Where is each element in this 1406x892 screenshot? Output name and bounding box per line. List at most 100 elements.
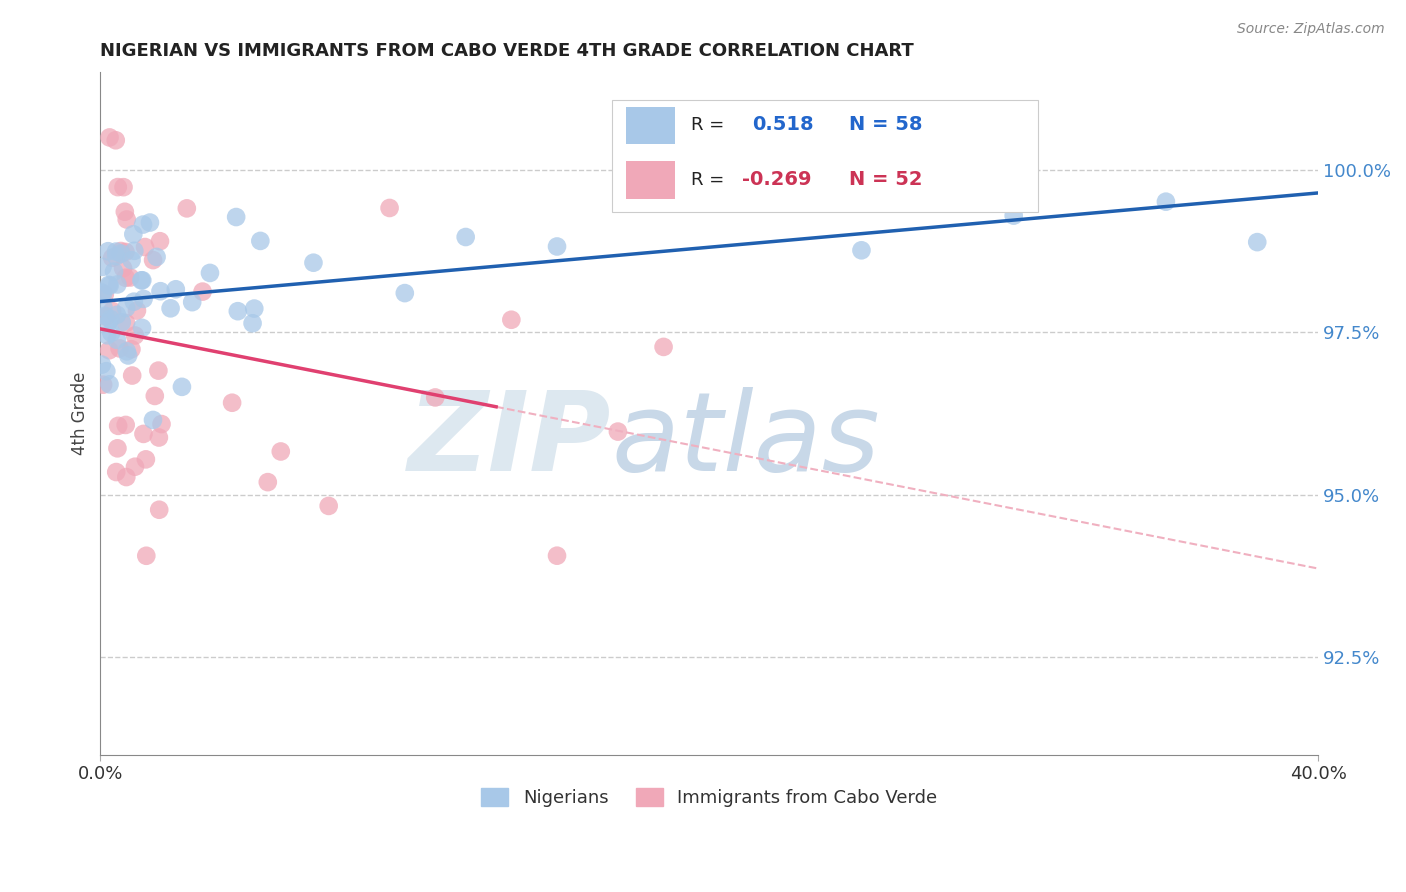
Text: Source: ZipAtlas.com: Source: ZipAtlas.com xyxy=(1237,22,1385,37)
Point xyxy=(159,301,181,316)
Point xyxy=(191,285,214,299)
Point xyxy=(501,312,523,326)
Point xyxy=(107,418,129,433)
Point xyxy=(105,465,128,479)
Text: R =: R = xyxy=(690,116,724,134)
Point xyxy=(112,180,135,194)
Point xyxy=(101,251,124,265)
Point xyxy=(115,470,138,484)
Point xyxy=(149,234,172,248)
Point xyxy=(98,278,121,293)
Point xyxy=(98,377,121,392)
Point xyxy=(142,413,165,427)
Point xyxy=(142,253,165,268)
Point xyxy=(242,316,264,330)
Point xyxy=(115,316,138,330)
Point xyxy=(176,202,198,216)
Point xyxy=(270,444,292,458)
Point xyxy=(135,549,157,563)
Point xyxy=(110,246,132,260)
Point xyxy=(198,266,221,280)
Point xyxy=(117,348,139,362)
Point xyxy=(114,204,136,219)
Point xyxy=(131,321,153,335)
Point xyxy=(302,256,325,270)
Point xyxy=(148,502,170,516)
Text: N = 58: N = 58 xyxy=(849,115,922,135)
Point xyxy=(124,459,146,474)
Point xyxy=(101,304,124,318)
Point xyxy=(90,358,112,372)
FancyBboxPatch shape xyxy=(627,106,675,145)
Point xyxy=(134,240,156,254)
Point xyxy=(221,396,243,410)
Point xyxy=(97,316,120,330)
Point xyxy=(170,380,193,394)
Point xyxy=(546,239,568,253)
Point xyxy=(110,244,132,258)
Point xyxy=(94,287,117,301)
Point xyxy=(111,315,134,329)
Point xyxy=(851,244,873,258)
Point xyxy=(105,333,128,347)
Point xyxy=(256,475,278,489)
Point xyxy=(546,549,568,563)
Point xyxy=(165,282,187,296)
Point xyxy=(91,286,114,301)
Point xyxy=(97,244,120,259)
Text: ZIP: ZIP xyxy=(408,387,612,494)
Point xyxy=(249,234,271,248)
Point xyxy=(181,295,204,310)
Legend: Nigerians, Immigrants from Cabo Verde: Nigerians, Immigrants from Cabo Verde xyxy=(474,780,945,814)
Point xyxy=(1002,209,1025,223)
Point xyxy=(243,301,266,316)
Point xyxy=(318,499,340,513)
Point xyxy=(103,264,125,278)
Point xyxy=(100,326,122,340)
Point xyxy=(1246,235,1268,249)
Point xyxy=(122,227,145,242)
Text: 0.518: 0.518 xyxy=(752,115,814,135)
Point xyxy=(425,391,447,405)
Point xyxy=(225,210,247,224)
Point xyxy=(91,377,114,392)
Point xyxy=(100,312,122,326)
Point xyxy=(120,270,142,285)
Point xyxy=(120,343,142,357)
FancyBboxPatch shape xyxy=(612,100,1038,212)
Point xyxy=(107,277,129,292)
Point xyxy=(105,244,128,259)
Point xyxy=(121,253,143,268)
Point xyxy=(132,292,155,306)
FancyBboxPatch shape xyxy=(627,161,675,199)
Point xyxy=(150,417,173,431)
Y-axis label: 4th Grade: 4th Grade xyxy=(72,372,89,455)
Point xyxy=(125,303,148,318)
Point xyxy=(97,277,120,292)
Point xyxy=(149,284,172,298)
Point xyxy=(105,249,128,263)
Point xyxy=(96,364,118,378)
Point xyxy=(115,212,138,227)
Point xyxy=(114,417,136,432)
Point xyxy=(652,340,675,354)
Text: NIGERIAN VS IMMIGRANTS FROM CABO VERDE 4TH GRADE CORRELATION CHART: NIGERIAN VS IMMIGRANTS FROM CABO VERDE 4… xyxy=(100,42,914,60)
Point xyxy=(122,294,145,309)
Point xyxy=(1154,194,1177,209)
Text: R =: R = xyxy=(690,170,724,188)
Point xyxy=(226,304,249,318)
Point xyxy=(378,201,401,215)
Point xyxy=(91,260,114,274)
Point xyxy=(115,344,138,359)
Point xyxy=(132,426,155,441)
Point xyxy=(98,130,121,145)
Point xyxy=(124,328,146,343)
Point xyxy=(104,133,127,147)
Point xyxy=(606,425,628,439)
Point xyxy=(131,273,153,287)
Point xyxy=(98,343,121,358)
Text: -0.269: -0.269 xyxy=(742,170,811,189)
Point xyxy=(114,244,136,259)
Point xyxy=(108,342,131,356)
Point xyxy=(94,309,117,323)
